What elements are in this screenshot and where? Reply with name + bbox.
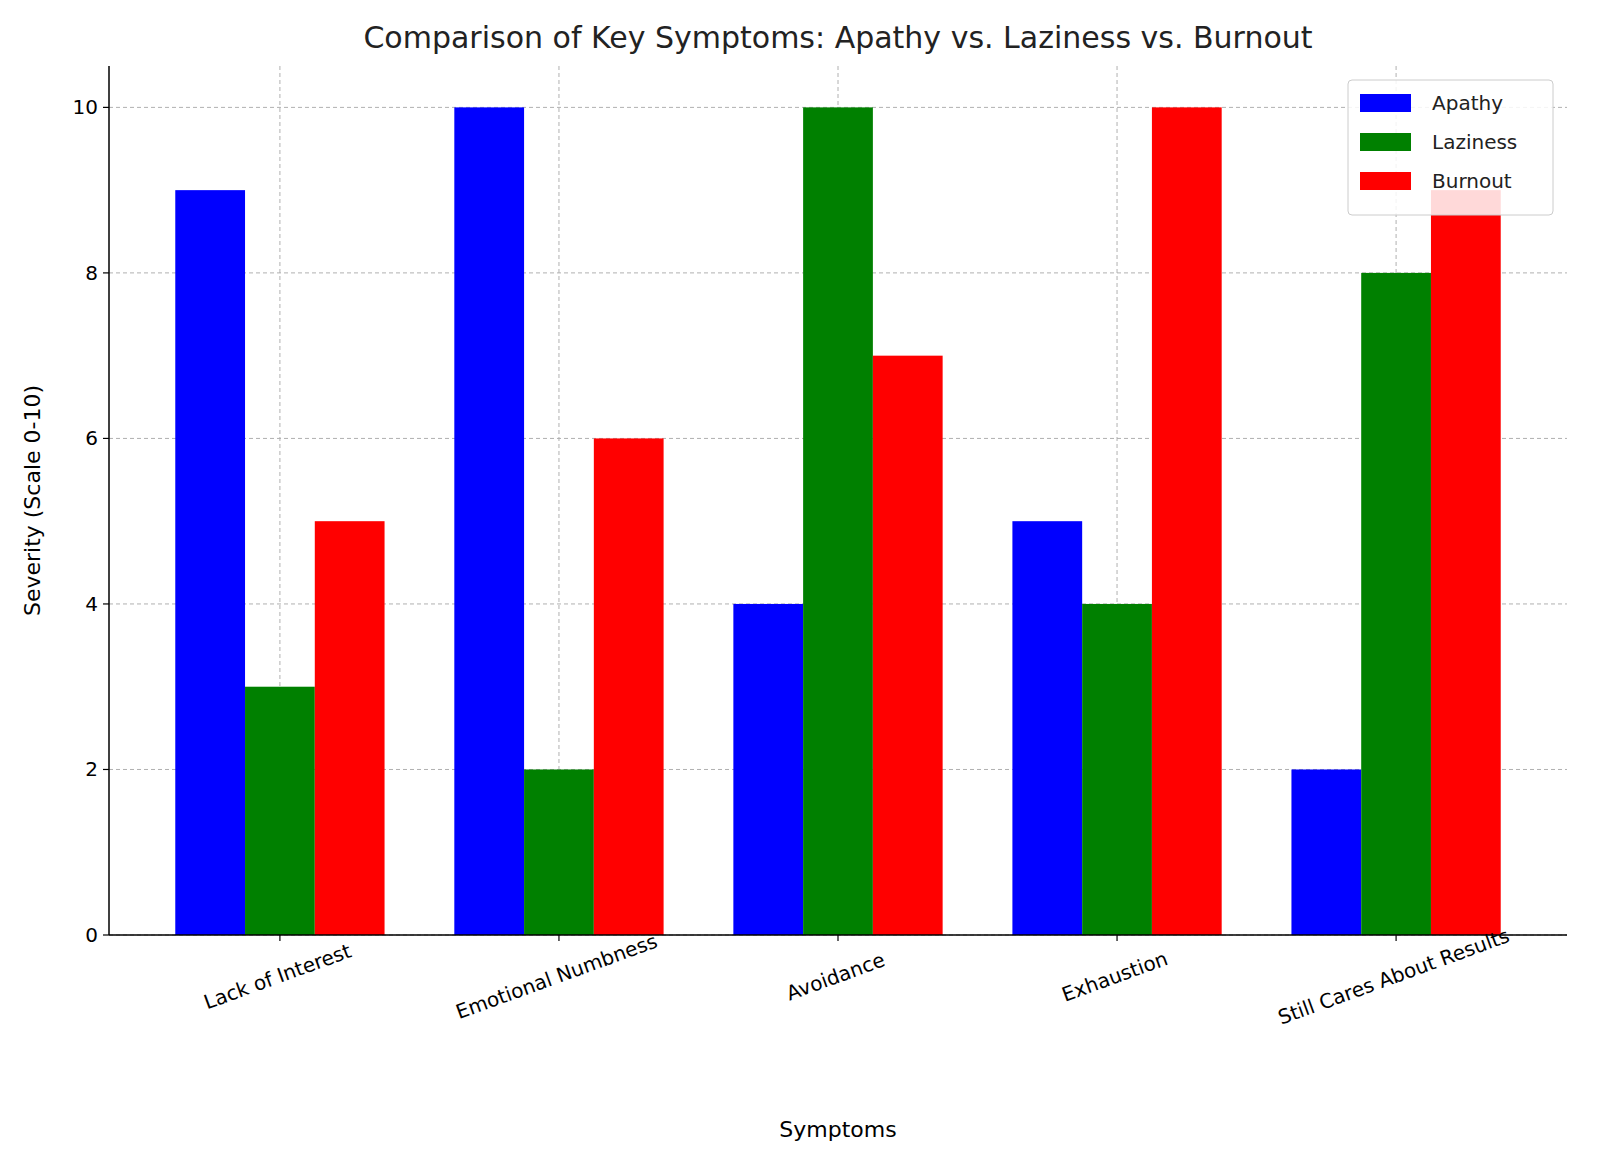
y-tick: [103, 107, 109, 108]
legend-label: Apathy: [1432, 91, 1503, 115]
bar: [175, 190, 245, 935]
bar: [1291, 769, 1361, 935]
x-tick-label: Avoidance: [783, 948, 888, 1006]
bar: [594, 438, 664, 935]
bar: [873, 356, 943, 935]
x-tick-label: Still Cares About Results: [1275, 923, 1513, 1029]
bar: [1012, 521, 1082, 935]
y-tick: [103, 272, 109, 273]
y-tick-label: 4: [85, 592, 98, 616]
y-axis-label: Severity (Scale 0-10): [20, 385, 45, 616]
chart-svg: 0 2 4 6 8 10 Lack of Interest Emotional Numbnes…: [0, 0, 1600, 1164]
x-axis-label: Symptoms: [779, 1117, 896, 1142]
x-tick-label: Lack of Interest: [201, 939, 355, 1015]
bar: [1082, 604, 1152, 935]
y-tick: [103, 769, 109, 770]
y-tick: [103, 603, 109, 604]
x-tick: [1116, 935, 1117, 941]
legend-label: Burnout: [1432, 169, 1512, 193]
x-tick: [279, 935, 280, 941]
bar: [454, 107, 524, 935]
legend: Apathy Laziness Burnout: [1348, 80, 1553, 215]
bar: [1361, 273, 1431, 935]
bar: [733, 604, 803, 935]
bar: [315, 521, 385, 935]
x-tick: [1395, 935, 1396, 941]
bar: [524, 769, 594, 935]
y-tick-label: 2: [85, 757, 98, 781]
legend-swatch: [1360, 133, 1411, 151]
x-tick-label: Exhaustion: [1058, 946, 1170, 1006]
legend-label: Laziness: [1432, 130, 1517, 154]
x-tick: [558, 935, 559, 941]
y-tick-label: 10: [73, 95, 98, 119]
legend-swatch: [1360, 94, 1411, 112]
x-tick: [837, 935, 838, 941]
y-tick: [103, 438, 109, 439]
bar: [1152, 107, 1222, 935]
y-axis-line: [108, 66, 110, 935]
y-tick-label: 6: [85, 426, 98, 450]
chart-title: Comparison of Key Symptoms: Apathy vs. L…: [363, 20, 1312, 55]
y-tick-label: 0: [85, 923, 98, 947]
y-tick-label: 8: [85, 261, 98, 285]
bar: [1431, 190, 1501, 935]
legend-box: [1348, 80, 1553, 215]
chart-root: 0 2 4 6 8 10 Lack of Interest Emotional Numbnes…: [0, 0, 1600, 1164]
y-tick: [103, 934, 109, 935]
x-tick-label: Emotional Numbness: [453, 929, 661, 1024]
bar: [245, 687, 315, 935]
bar: [803, 107, 873, 935]
legend-swatch: [1360, 172, 1411, 190]
bars: [175, 107, 1500, 935]
grid: [109, 66, 1567, 935]
